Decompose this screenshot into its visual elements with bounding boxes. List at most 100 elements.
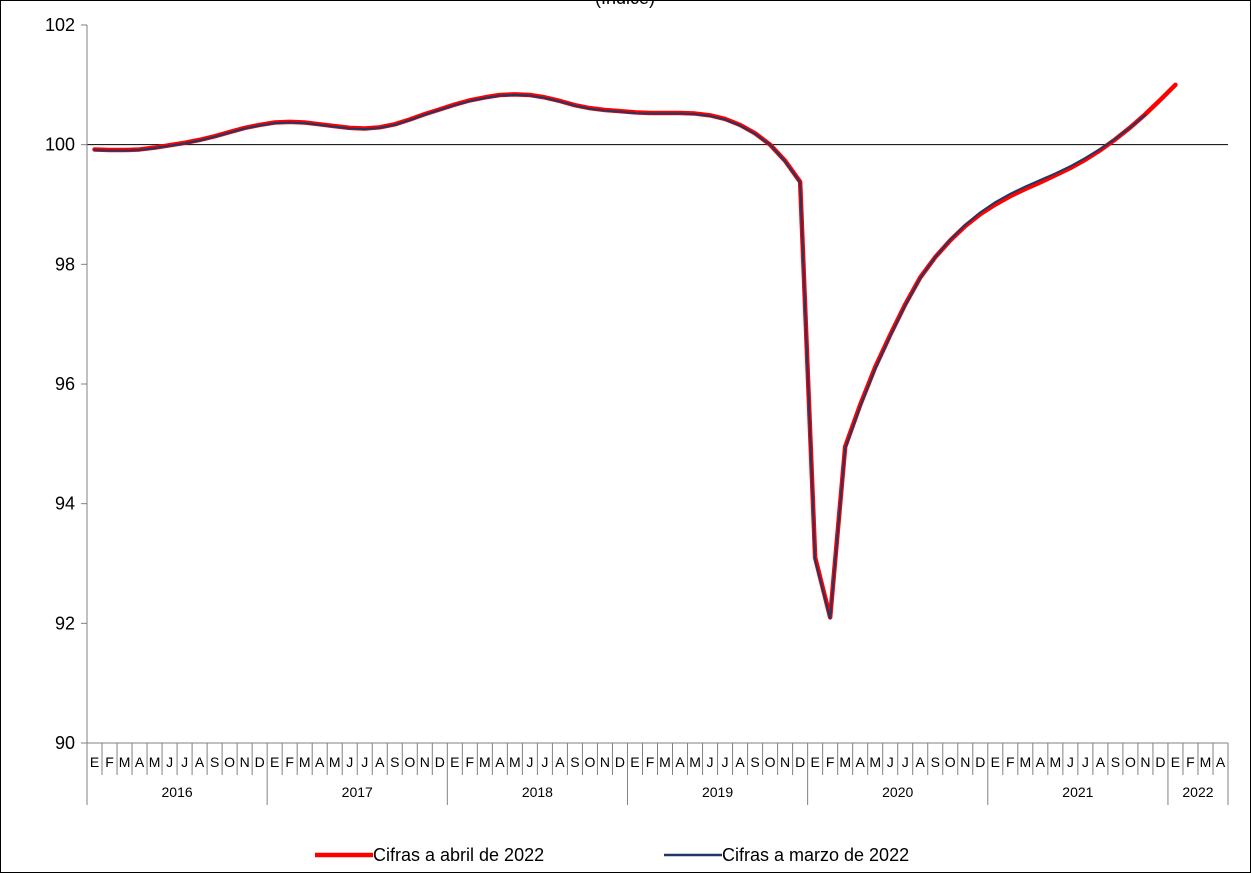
month-tick-label: O: [765, 754, 776, 770]
month-tick-label: O: [404, 754, 415, 770]
month-tick-label: J: [346, 754, 353, 770]
month-tick-label: F: [285, 754, 294, 770]
month-tick-label: J: [181, 754, 188, 770]
chart-title: (Índice): [595, 0, 655, 8]
month-tick-label: A: [856, 754, 866, 770]
legend-item-marzo: Cifras a marzo de 2022: [664, 845, 909, 865]
month-tick-label: J: [902, 754, 909, 770]
month-tick-label: E: [630, 754, 639, 770]
month-tick-label: A: [735, 754, 745, 770]
y-tick-label: 102: [45, 15, 75, 35]
month-tick-label: S: [1111, 754, 1120, 770]
month-tick-label: M: [329, 754, 341, 770]
year-tick-label: 2020: [882, 784, 913, 800]
month-tick-label: A: [916, 754, 926, 770]
month-tick-label: N: [780, 754, 790, 770]
month-tick-label: F: [1186, 754, 1195, 770]
month-tick-label: S: [210, 754, 219, 770]
y-tick-label: 98: [55, 254, 75, 274]
month-tick-label: M: [1050, 754, 1062, 770]
month-tick-label: J: [887, 754, 894, 770]
year-tick-label: 2019: [702, 784, 733, 800]
month-tick-label: M: [479, 754, 491, 770]
month-tick-label: N: [420, 754, 430, 770]
month-tick-label: A: [675, 754, 685, 770]
month-tick-label: J: [1082, 754, 1089, 770]
month-tick-label: F: [826, 754, 835, 770]
month-tick-label: A: [1036, 754, 1046, 770]
month-tick-label: E: [810, 754, 819, 770]
legend-item-abril: Cifras a abril de 2022: [315, 845, 544, 865]
y-tick-label: 94: [55, 494, 75, 514]
year-tick-label: 2022: [1182, 784, 1213, 800]
month-tick-label: M: [869, 754, 881, 770]
month-tick-label: N: [960, 754, 970, 770]
month-tick-label: A: [1216, 754, 1226, 770]
month-tick-label: O: [1125, 754, 1136, 770]
year-tick-label: 2016: [162, 784, 193, 800]
month-tick-label: F: [1006, 754, 1015, 770]
month-tick-label: J: [361, 754, 368, 770]
month-tick-label: A: [195, 754, 205, 770]
month-tick-label: D: [795, 754, 805, 770]
month-tick-label: F: [466, 754, 475, 770]
month-tick-label: J: [166, 754, 173, 770]
month-tick-label: M: [659, 754, 671, 770]
month-tick-label: O: [945, 754, 956, 770]
month-tick-label: D: [435, 754, 445, 770]
month-tick-label: F: [105, 754, 114, 770]
month-tick-label: M: [299, 754, 311, 770]
month-tick-label: S: [750, 754, 759, 770]
month-tick-label: E: [991, 754, 1000, 770]
month-tick-label: E: [1171, 754, 1180, 770]
month-tick-label: N: [1140, 754, 1150, 770]
y-tick-label: 96: [55, 374, 75, 394]
month-tick-label: E: [270, 754, 279, 770]
month-tick-label: A: [555, 754, 565, 770]
month-tick-label: A: [315, 754, 325, 770]
month-tick-label: J: [722, 754, 729, 770]
month-tick-label: M: [689, 754, 701, 770]
month-tick-label: D: [975, 754, 985, 770]
month-tick-label: E: [90, 754, 99, 770]
month-tick-label: M: [1019, 754, 1031, 770]
month-tick-label: J: [1067, 754, 1074, 770]
month-tick-label: S: [931, 754, 940, 770]
month-tick-label: D: [255, 754, 265, 770]
month-tick-label: A: [495, 754, 505, 770]
month-tick-label: N: [240, 754, 250, 770]
month-tick-label: J: [541, 754, 548, 770]
legend-label: Cifras a marzo de 2022: [722, 845, 909, 865]
year-tick-label: 2017: [342, 784, 373, 800]
month-tick-label: M: [509, 754, 521, 770]
month-tick-label: A: [375, 754, 385, 770]
y-tick-label: 100: [45, 135, 75, 155]
year-tick-label: 2021: [1062, 784, 1093, 800]
month-tick-label: E: [450, 754, 459, 770]
month-tick-label: O: [584, 754, 595, 770]
month-tick-label: D: [615, 754, 625, 770]
month-tick-label: J: [707, 754, 714, 770]
year-tick-label: 2018: [522, 784, 553, 800]
legend-label: Cifras a abril de 2022: [373, 845, 544, 865]
plot-area: [87, 82, 1228, 620]
month-tick-label: J: [526, 754, 533, 770]
y-tick-label: 92: [55, 613, 75, 633]
month-tick-label: N: [600, 754, 610, 770]
month-tick-label: S: [390, 754, 399, 770]
month-tick-label: M: [119, 754, 131, 770]
month-tick-label: M: [839, 754, 851, 770]
month-tick-label: A: [1096, 754, 1106, 770]
series-line-marzo-2022: [93, 94, 1147, 620]
month-tick-label: O: [224, 754, 235, 770]
month-tick-label: D: [1155, 754, 1165, 770]
month-tick-label: A: [135, 754, 145, 770]
month-tick-label: M: [149, 754, 161, 770]
month-tick-label: S: [570, 754, 579, 770]
month-tick-label: M: [1200, 754, 1212, 770]
month-tick-label: F: [646, 754, 655, 770]
